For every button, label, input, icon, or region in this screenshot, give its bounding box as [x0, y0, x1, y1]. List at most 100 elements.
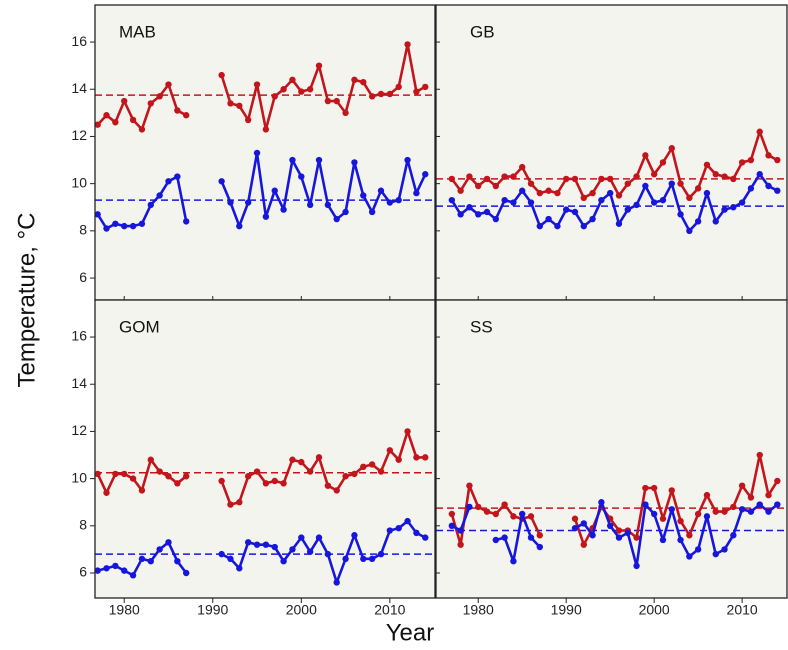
data-point [413, 88, 420, 95]
panel-background [436, 300, 787, 598]
data-point [624, 180, 631, 187]
data-point [633, 534, 640, 541]
data-point [368, 461, 376, 468]
data-point [466, 482, 473, 489]
data-point [615, 534, 623, 541]
data-point [659, 536, 667, 544]
data-point [404, 428, 411, 435]
data-point [712, 508, 719, 515]
data-point [765, 508, 772, 515]
x-tick-label: 2010 [727, 602, 758, 618]
data-point [519, 163, 526, 171]
data-point [536, 222, 544, 230]
data-point [333, 97, 340, 105]
data-point [289, 456, 296, 463]
data-point [589, 189, 596, 197]
data-point [738, 506, 746, 513]
data-point [466, 503, 473, 511]
data-point [156, 192, 163, 199]
x-tick-label: 2010 [374, 602, 405, 618]
data-point [747, 185, 755, 192]
data-point [694, 546, 702, 553]
data-point [536, 543, 544, 551]
data-point [765, 182, 772, 190]
data-point [324, 97, 332, 105]
data-point [280, 480, 287, 487]
data-point [642, 484, 649, 492]
data-point [289, 156, 296, 164]
data-point [236, 102, 243, 109]
data-point [156, 546, 163, 553]
data-point [519, 510, 526, 518]
data-point [536, 532, 544, 539]
data-point [351, 532, 358, 539]
data-point [174, 107, 181, 114]
data-point [510, 557, 517, 565]
data-point [377, 468, 385, 475]
data-point [712, 171, 719, 178]
panel: 6 8 10 12 14 16 MAB [71, 4, 436, 301]
data-point [519, 187, 526, 194]
y-tick-label: 14 [71, 375, 87, 391]
data-point [218, 477, 225, 485]
data-point [527, 199, 535, 206]
data-point [501, 534, 508, 541]
data-point [501, 173, 508, 180]
data-point [244, 116, 252, 124]
data-point [395, 83, 402, 91]
data-point [527, 534, 535, 541]
data-point [368, 555, 376, 563]
data-point [112, 470, 119, 478]
data-point [368, 93, 376, 100]
data-point [545, 215, 552, 223]
panel-title: SS [470, 317, 493, 336]
data-point [712, 218, 719, 225]
data-point [236, 222, 243, 230]
data-point [129, 572, 137, 579]
data-point [492, 215, 500, 223]
data-point [492, 182, 500, 190]
data-point [262, 213, 270, 220]
data-point [103, 489, 110, 496]
data-point [342, 208, 349, 216]
data-point [298, 88, 305, 95]
data-point [510, 513, 517, 520]
data-point [536, 189, 544, 197]
data-point [227, 555, 234, 563]
data-point [280, 557, 287, 565]
y-tick-label: 8 [79, 517, 87, 533]
data-point [659, 196, 667, 204]
data-point [466, 173, 473, 180]
data-point [694, 185, 702, 192]
data-point [606, 189, 614, 197]
data-point [129, 475, 137, 482]
data-point [571, 524, 579, 532]
data-point [615, 527, 623, 534]
data-point [404, 517, 411, 525]
data-point [774, 156, 781, 164]
data-point [121, 470, 128, 478]
data-point [606, 522, 614, 530]
data-point [342, 109, 349, 117]
y-tick-label: 6 [79, 564, 87, 580]
data-point [342, 473, 349, 480]
data-point [156, 468, 163, 475]
data-point [121, 567, 128, 574]
data-point [236, 499, 243, 506]
data-point [422, 454, 429, 461]
data-point [253, 81, 261, 88]
data-point [457, 187, 464, 194]
data-point [774, 501, 781, 508]
data-point [466, 204, 473, 211]
data-point [413, 529, 420, 537]
data-point [360, 463, 367, 471]
data-point [730, 175, 737, 183]
data-point [747, 494, 755, 501]
data-point [413, 454, 420, 461]
data-point [554, 189, 561, 197]
data-point [218, 178, 225, 185]
data-point [315, 454, 323, 461]
x-axis-label: Year [386, 619, 435, 646]
data-point [227, 199, 234, 206]
data-point [112, 119, 119, 126]
